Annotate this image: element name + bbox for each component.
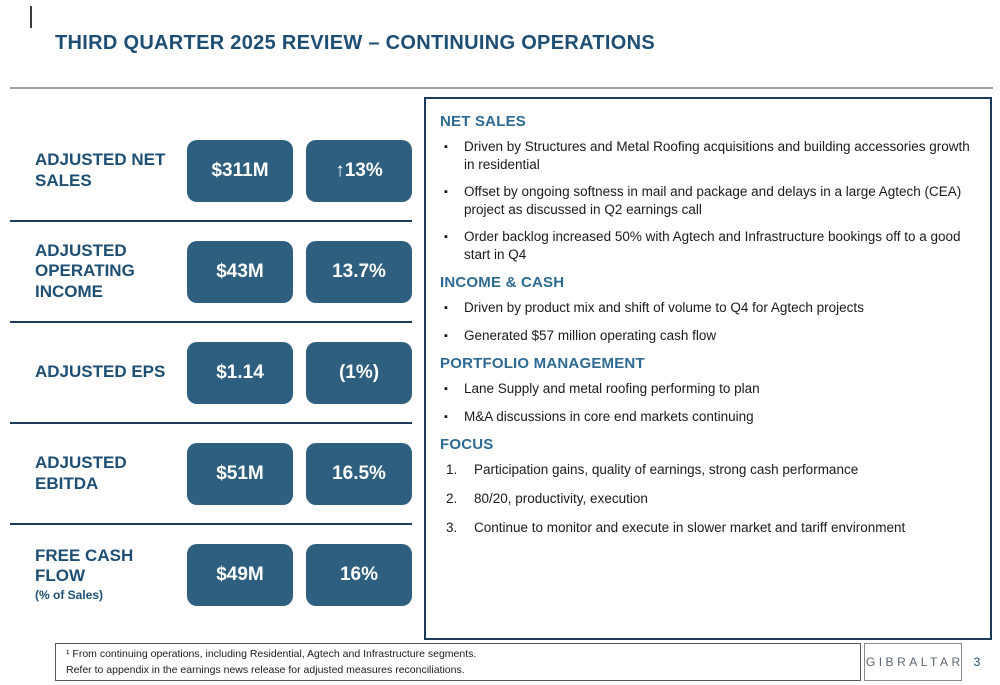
metric-row-adjusted-ebitda: ADJUSTED EBITDA $51M 16.5%: [10, 424, 412, 523]
bullet-square-icon: [440, 183, 464, 218]
gibraltar-logo-text: GIBRALTAR: [865, 655, 964, 669]
metric-value-pill: $311M: [187, 139, 293, 202]
metric-change-pill: (1%): [306, 341, 412, 404]
metric-value-pill: $43M: [187, 240, 293, 303]
metric-value-pill: $1.14: [187, 341, 293, 404]
bullet-text: Offset by ongoing softness in mail and p…: [464, 184, 962, 217]
metric-label: ADJUSTED OPERATING INCOME: [35, 241, 135, 301]
bullet-square-icon: [440, 299, 464, 317]
bullet-text: Driven by product mix and shift of volum…: [464, 300, 864, 316]
footnote-line-1: ¹ From continuing operations, including …: [66, 648, 477, 660]
bullet-text: M&A discussions in core end markets cont…: [464, 408, 754, 424]
metric-row-adjusted-eps: ADJUSTED EPS $1.14 (1%): [10, 323, 412, 422]
bullet-item: Offset by ongoing softness in mail and p…: [440, 183, 974, 218]
metric-label: ADJUSTED EPS: [35, 362, 166, 382]
item-number: 1.: [446, 462, 458, 478]
numbered-item: 1. Participation gains, quality of earni…: [440, 461, 974, 479]
metric-change-pill: 13.7%: [306, 240, 412, 303]
bullet-item: Driven by product mix and shift of volum…: [440, 299, 974, 317]
top-left-accent-mark: [30, 6, 32, 28]
bullet-square-icon: [440, 228, 464, 263]
numbered-text: Continue to monitor and execute in slowe…: [474, 519, 906, 535]
page-number: 3: [973, 655, 981, 669]
bullet-text: Order backlog increased 50% with Agtech …: [464, 229, 961, 262]
metric-value-pill: $51M: [187, 442, 293, 505]
item-number: 2.: [446, 491, 458, 507]
bullet-item: Driven by Structures and Metal Roofing a…: [440, 138, 974, 173]
title-divider: [10, 87, 993, 89]
metrics-panel: ADJUSTED NET SALES $311M ↑13% ADJUSTED O…: [10, 97, 412, 640]
metric-sublabel: (% of Sales): [35, 588, 104, 603]
metric-label: ADJUSTED EBITDA: [35, 453, 127, 493]
numbered-item: 2. 80/20, productivity, execution: [440, 490, 974, 508]
content-area: ADJUSTED NET SALES $311M ↑13% ADJUSTED O…: [10, 97, 992, 640]
bullet-square-icon: [440, 138, 464, 173]
row-divider: [10, 523, 412, 525]
item-number: 3.: [446, 519, 458, 535]
page-title: THIRD QUARTER 2025 REVIEW – CONTINUING O…: [55, 32, 655, 54]
section-heading-income-cash: INCOME & CASH: [440, 274, 565, 292]
footer: ¹ From continuing operations, including …: [55, 643, 992, 681]
row-divider: [10, 422, 412, 424]
bullet-text: Generated $57 million operating cash flo…: [464, 327, 717, 343]
section-heading-portfolio-management: PORTFOLIO MANAGEMENT: [440, 355, 645, 373]
footnote-line-2: Refer to appendix in the earnings news r…: [66, 663, 465, 676]
metric-change-pill: 16.5%: [306, 442, 412, 505]
metric-label: FREE CASH FLOW (% of Sales): [10, 546, 174, 602]
section-heading-focus: FOCUS: [440, 436, 494, 454]
bullet-text: Driven by Structures and Metal Roofing a…: [464, 139, 970, 172]
metric-row-free-cash-flow: FREE CASH FLOW (% of Sales) $49M 16%: [10, 525, 412, 624]
metric-label-text: FREE CASH FLOW: [35, 546, 134, 586]
bullet-square-icon: [440, 327, 464, 345]
bullet-item: Generated $57 million operating cash flo…: [440, 327, 974, 345]
metric-label: ADJUSTED NET SALES: [35, 150, 166, 190]
metric-row-adjusted-operating-income: ADJUSTED OPERATING INCOME $43M 13.7%: [10, 222, 412, 321]
numbered-text: 80/20, productivity, execution: [474, 491, 648, 507]
numbered-text: Participation gains, quality of earnings…: [474, 462, 859, 478]
metric-row-adjusted-net-sales: ADJUSTED NET SALES $311M ↑13%: [10, 121, 412, 220]
metric-change-pill: ↑13%: [306, 139, 412, 202]
bullet-square-icon: [440, 380, 464, 398]
gibraltar-logo: GIBRALTAR: [864, 643, 962, 681]
details-panel: NET SALES Driven by Structures and Metal…: [424, 97, 992, 640]
bullet-item: Lane Supply and metal roofing performing…: [440, 380, 974, 398]
row-divider: [10, 220, 412, 222]
bullet-item: M&A discussions in core end markets cont…: [440, 408, 974, 426]
numbered-item: 3. Continue to monitor and execute in sl…: [440, 519, 974, 537]
bullet-square-icon: [440, 408, 464, 426]
section-heading-net-sales: NET SALES: [440, 113, 526, 130]
bullet-item: Order backlog increased 50% with Agtech …: [440, 228, 974, 263]
metric-value-pill: $49M: [187, 543, 293, 606]
row-divider: [10, 321, 412, 323]
bullet-text: Lane Supply and metal roofing performing…: [464, 381, 760, 397]
footnote-box: ¹ From continuing operations, including …: [55, 643, 861, 681]
metric-change-pill: 16%: [306, 543, 412, 606]
